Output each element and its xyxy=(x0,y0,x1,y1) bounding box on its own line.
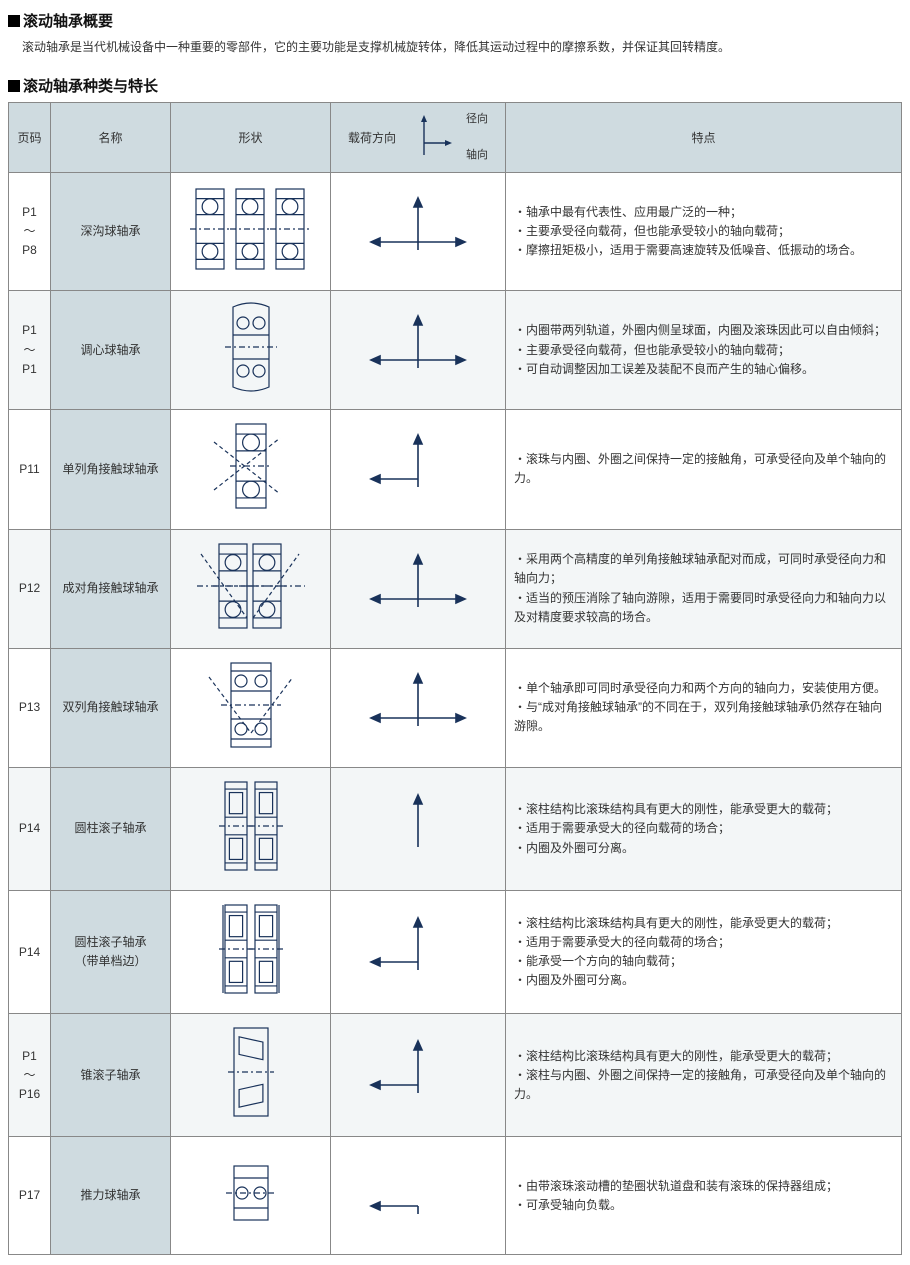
shape-cell xyxy=(171,410,331,529)
table-row: P14圆柱滚子轴承（带单档边） ・滚柱结构比滚珠结构具有更大的刚性，能承受更大的载… xyxy=(9,891,902,1014)
header-name: 名称 xyxy=(51,103,171,173)
page-cell: P17 xyxy=(9,1137,51,1255)
features-cell: ・滚柱结构比滚珠结构具有更大的刚性，能承受更大的载荷；・滚柱与内圈、外圈之间保持… xyxy=(506,1014,902,1137)
name-cell: 推力球轴承 xyxy=(51,1137,171,1255)
table-row: P1～P1调心球轴承 ・内圈带两列轨道，外圈内侧呈球面，内圈及滚珠因此可以自由倾… xyxy=(9,291,902,410)
header-load: 载荷方向 径向 xyxy=(331,103,506,173)
shape-cell xyxy=(171,648,331,767)
shape-cell xyxy=(171,1014,331,1137)
load-direction-cell xyxy=(331,291,506,410)
name-cell: 圆柱滚子轴承 xyxy=(51,767,171,890)
table-row: P12成对角接触球轴承 ・采用两个高精度的单列角接触球轴承配对而成，可同时承受径… xyxy=(9,529,902,648)
load-direction-cell xyxy=(331,173,506,291)
load-direction-cell xyxy=(331,410,506,529)
name-cell: 锥滚子轴承 xyxy=(51,1014,171,1137)
header-load-axes-icon xyxy=(404,113,458,162)
load-direction-cell xyxy=(331,529,506,648)
page-cell: P14 xyxy=(9,891,51,1014)
features-cell: ・滚柱结构比滚珠结构具有更大的刚性，能承受更大的载荷；・适用于需要承受大的径向载… xyxy=(506,767,902,890)
header-shape: 形状 xyxy=(171,103,331,173)
overview-title-text: 滚动轴承概要 xyxy=(23,10,113,31)
name-cell: 调心球轴承 xyxy=(51,291,171,410)
shape-cell xyxy=(171,1137,331,1255)
header-radial-label: 径向 xyxy=(466,113,488,125)
shape-cell xyxy=(171,173,331,291)
shape-cell xyxy=(171,529,331,648)
header-load-label: 载荷方向 xyxy=(348,129,396,146)
shape-cell xyxy=(171,291,331,410)
name-cell: 圆柱滚子轴承（带单档边） xyxy=(51,891,171,1014)
features-cell: ・滚珠与内圈、外圈之间保持一定的接触角，可承受径向及单个轴向的力。 xyxy=(506,410,902,529)
table-header-row: 页码 名称 形状 载荷方向 xyxy=(9,103,902,173)
table-row: P17推力球轴承 ・由带滚珠滚动槽的垫圈状轨道盘和装有滚珠的保持器组成；・可承受… xyxy=(9,1137,902,1255)
table-section-title: 滚动轴承种类与特长 xyxy=(8,75,902,96)
features-cell: ・采用两个高精度的单列角接触球轴承配对而成，可同时承受径向力和轴向力；・适当的预… xyxy=(506,529,902,648)
table-section-title-text: 滚动轴承种类与特长 xyxy=(23,75,158,96)
table-row: P1～P8深沟球轴承 ・轴承中最有代表性、应用最广泛的一种；・主要承受径向载荷，但… xyxy=(9,173,902,291)
load-direction-cell xyxy=(331,767,506,890)
overview-text: 滚动轴承是当代机械设备中一种重要的零部件，它的主要功能是支撑机械旋转体，降低其运… xyxy=(22,37,902,57)
features-cell: ・滚柱结构比滚珠结构具有更大的刚性，能承受更大的载荷；・适用于需要承受大的径向载… xyxy=(506,891,902,1014)
page-cell: P12 xyxy=(9,529,51,648)
load-direction-cell xyxy=(331,648,506,767)
name-cell: 双列角接触球轴承 xyxy=(51,648,171,767)
header-features: 特点 xyxy=(506,103,902,173)
page-cell: P11 xyxy=(9,410,51,529)
page-cell: P1～P16 xyxy=(9,1014,51,1137)
load-direction-cell xyxy=(331,891,506,1014)
features-cell: ・轴承中最有代表性、应用最广泛的一种；・主要承受径向载荷，但也能承受较小的轴向载… xyxy=(506,173,902,291)
name-cell: 成对角接触球轴承 xyxy=(51,529,171,648)
features-cell: ・单个轴承即可同时承受径向力和两个方向的轴向力，安装使用方便。・与“成对角接触球… xyxy=(506,648,902,767)
page-cell: P1～P8 xyxy=(9,173,51,291)
table-row: P14圆柱滚子轴承 ・滚柱结构比滚珠结构具有更大的刚性，能承受更大的载荷；・适用于… xyxy=(9,767,902,890)
features-cell: ・由带滚珠滚动槽的垫圈状轨道盘和装有滚珠的保持器组成；・可承受轴向负载。 xyxy=(506,1137,902,1255)
header-page: 页码 xyxy=(9,103,51,173)
name-cell: 单列角接触球轴承 xyxy=(51,410,171,529)
shape-cell xyxy=(171,891,331,1014)
header-axial-label: 轴向 xyxy=(466,149,488,161)
load-direction-cell xyxy=(331,1137,506,1255)
name-cell: 深沟球轴承 xyxy=(51,173,171,291)
page-cell: P13 xyxy=(9,648,51,767)
features-cell: ・内圈带两列轨道，外圈内侧呈球面，内圈及滚珠因此可以自由倾斜；・主要承受径向载荷… xyxy=(506,291,902,410)
page-cell: P1～P1 xyxy=(9,291,51,410)
table-row: P11单列角接触球轴承 ・滚珠与内圈、外圈之间保持一定的接触角，可承受径向及单个… xyxy=(9,410,902,529)
table-row: P13双列角接触球轴承 ・单个轴承即可同时承受径向力和两个方向的轴向力，安装使用… xyxy=(9,648,902,767)
shape-cell xyxy=(171,767,331,890)
load-direction-cell xyxy=(331,1014,506,1137)
header-load-axes-labels: 径向 轴向 xyxy=(466,111,488,164)
bearing-table: 页码 名称 形状 载荷方向 xyxy=(8,102,902,1255)
table-row: P1～P16锥滚子轴承 ・滚柱结构比滚珠结构具有更大的刚性，能承受更大的载荷；・滚… xyxy=(9,1014,902,1137)
page-cell: P14 xyxy=(9,767,51,890)
overview-title: 滚动轴承概要 xyxy=(8,10,902,31)
